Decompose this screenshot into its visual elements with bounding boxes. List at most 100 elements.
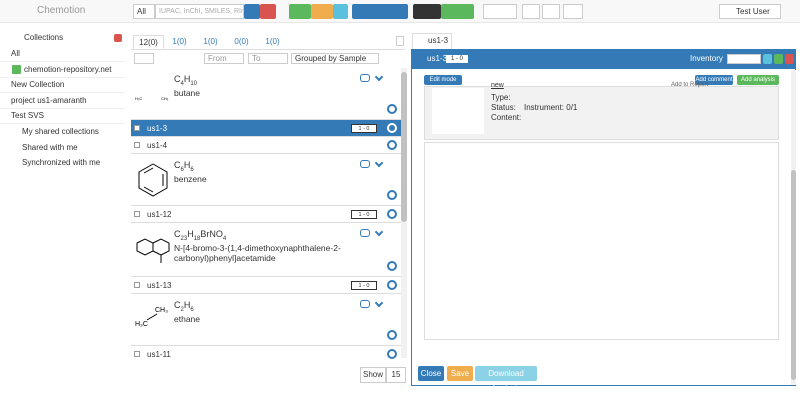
formula-part: H — [187, 229, 194, 239]
sample-row[interactable]: us1-3 1 - 0 — [131, 120, 401, 137]
element-tab[interactable]: 1(0) — [265, 37, 280, 46]
molecule-name: ethane — [174, 314, 200, 324]
collection-item[interactable]: New Collection — [0, 77, 125, 93]
sample-checkbox[interactable] — [134, 282, 140, 288]
formula-part: 10 — [190, 80, 198, 87]
instrument-label: Instrument: 0/1 — [524, 103, 578, 112]
report-button[interactable] — [441, 4, 474, 19]
sample-checkbox[interactable] — [134, 351, 140, 357]
atom-label: H₃C — [135, 321, 148, 328]
sample-checkbox[interactable] — [134, 142, 140, 148]
date-from[interactable]: From — [204, 53, 244, 64]
brand[interactable]: Chemotion — [37, 5, 86, 16]
sample-badge: 1 - 0 — [351, 210, 377, 219]
collection-item[interactable]: project us1-amaranth — [0, 93, 125, 109]
user-menu[interactable]: Test User — [719, 4, 781, 19]
inventory-label[interactable]: Inventory — [690, 54, 723, 63]
collections-settings[interactable] — [114, 34, 122, 42]
detail-tab[interactable]: us1-3 — [412, 33, 452, 49]
sample-row[interactable]: us1-11 — [131, 346, 401, 360]
move-icon[interactable] — [387, 104, 397, 114]
element-tab[interactable]: 1(0) — [172, 37, 187, 46]
editor-area[interactable] — [424, 142, 779, 340]
sample-row[interactable]: us1-13 1 - 0 — [131, 277, 401, 294]
layout-toggle[interactable] — [727, 54, 761, 64]
molecule-row: H₃C CH₃ C2H6 ethane — [131, 294, 401, 346]
expand-button[interactable] — [763, 54, 772, 64]
edit-mode[interactable]: Edit mode — [424, 75, 462, 85]
add-comment[interactable]: Add comment — [695, 75, 733, 85]
sample-badge: 1 - 0 — [351, 124, 377, 133]
close-x[interactable] — [785, 54, 794, 64]
bond — [152, 238, 170, 256]
collection-item[interactable]: chemotion-repository.net — [0, 62, 125, 78]
save-button[interactable]: Save — [447, 366, 473, 381]
search-button[interactable] — [244, 4, 260, 19]
expand-icon[interactable] — [374, 158, 384, 168]
content-label: Content: — [491, 113, 522, 122]
sample-row[interactable]: us1-12 1 - 0 — [131, 206, 401, 223]
element-tab[interactable]: 1(0) — [203, 37, 218, 46]
bond — [138, 163, 168, 197]
molecule-name: benzene — [174, 174, 207, 184]
shared-item[interactable]: My shared collections — [22, 127, 99, 136]
move-icon[interactable] — [387, 209, 397, 219]
expand-icon[interactable] — [374, 72, 384, 82]
user-button[interactable] — [413, 4, 441, 19]
formula-part: 23 — [180, 235, 188, 242]
move-icon[interactable] — [387, 140, 397, 150]
collapse-toggle[interactable] — [396, 36, 404, 46]
search-input[interactable]: IUPAC, InChI, SMILES, RInC — [155, 4, 244, 19]
formula-part: 4 — [222, 235, 227, 242]
search-scope[interactable]: All — [133, 4, 155, 19]
search-tools[interactable] — [483, 4, 517, 19]
sample-row[interactable]: us1-4 — [131, 137, 401, 154]
element-tab[interactable]: 0(0) — [234, 37, 249, 46]
move-icon[interactable] — [387, 190, 397, 200]
collection-item[interactable]: Test SVS — [0, 108, 125, 124]
split-button[interactable] — [311, 4, 333, 19]
molecule-icon[interactable] — [360, 300, 370, 308]
add-analysis[interactable]: Add analysis — [737, 75, 779, 85]
molecule-icon[interactable] — [360, 229, 370, 237]
shared-item[interactable]: Shared with me — [22, 142, 78, 152]
grouping-select[interactable]: Grouped by Sample — [291, 53, 379, 64]
select-all[interactable] — [134, 53, 154, 64]
create-button[interactable] — [289, 4, 311, 19]
detail-title: us1-3 — [411, 49, 796, 69]
bond — [143, 167, 154, 174]
image-button[interactable] — [542, 4, 560, 19]
expand-icon[interactable] — [374, 227, 384, 237]
move-icon[interactable] — [387, 261, 397, 271]
move-icon[interactable] — [387, 330, 397, 340]
clear-button[interactable] — [260, 4, 276, 19]
formula: C6H6 — [174, 160, 194, 173]
copy-button[interactable] — [774, 54, 783, 64]
move-icon[interactable] — [387, 280, 397, 290]
formula: C4H10 — [174, 74, 197, 87]
structure — [138, 163, 168, 197]
per-page[interactable]: 15 — [386, 367, 406, 383]
move-icon[interactable] — [387, 123, 397, 133]
reaction-tools[interactable] — [352, 4, 408, 19]
analysis-name[interactable]: new — [491, 82, 504, 89]
share-button[interactable] — [333, 4, 348, 19]
element-tab[interactable]: 12(0) — [133, 35, 164, 49]
notification-button[interactable] — [563, 4, 583, 19]
shared-item[interactable]: Synchronized with me — [22, 158, 101, 167]
formula: C23H18BrNO4 — [174, 229, 226, 242]
inbox-button[interactable] — [522, 4, 540, 19]
add-to-report[interactable]: Add to Report — [671, 82, 709, 88]
molecule-icon[interactable] — [360, 74, 370, 82]
date-to[interactable]: To — [248, 53, 288, 64]
move-icon[interactable] — [387, 349, 397, 359]
molecule-icon[interactable] — [360, 160, 370, 168]
close-button[interactable]: Close — [418, 366, 444, 381]
molecule-row: C6H6 benzene — [131, 154, 401, 206]
collection-item[interactable]: All — [0, 46, 125, 62]
sample-checkbox[interactable] — [134, 125, 140, 131]
sample-checkbox[interactable] — [134, 211, 140, 217]
expand-icon[interactable] — [374, 298, 384, 308]
download-button[interactable]: Download Analysis — [475, 366, 537, 393]
formula-part: 18 — [193, 235, 201, 242]
